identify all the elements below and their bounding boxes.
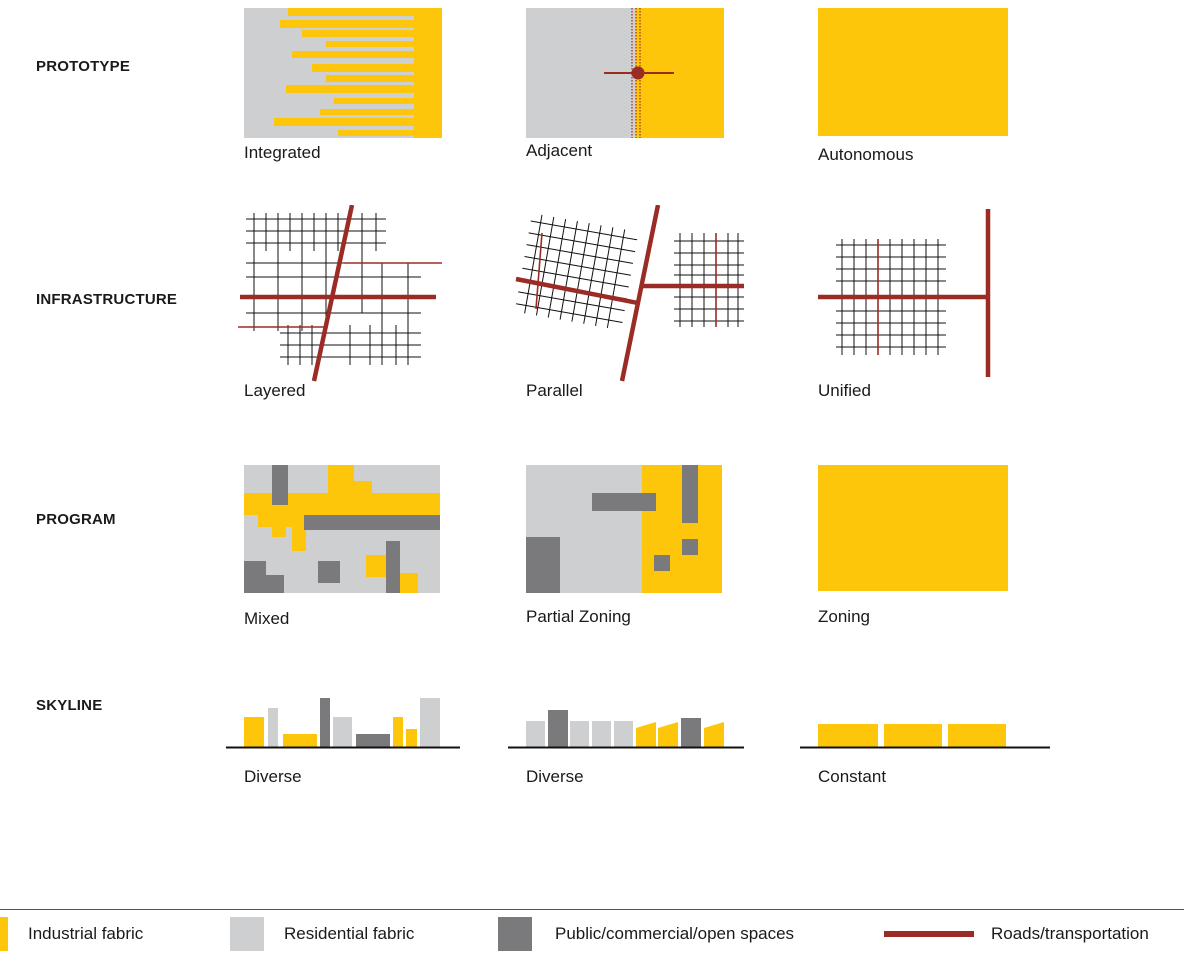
row-label-infrastructure: INFRASTRUCTURE <box>36 291 178 308</box>
public-space <box>682 539 698 555</box>
building <box>283 734 317 747</box>
residential-area <box>244 8 442 138</box>
legend-swatch-roads <box>884 931 974 937</box>
public-space <box>272 465 288 505</box>
row-label-skyline: SKYLINE <box>36 697 103 714</box>
building <box>948 724 1006 747</box>
caption-skyline-2: Diverse <box>526 767 584 786</box>
row-label-prototype: PROTOTYPE <box>36 58 131 75</box>
layered-diagram <box>238 205 442 382</box>
building <box>658 722 678 747</box>
main-road <box>515 276 639 306</box>
building <box>704 722 724 747</box>
industrial-strip <box>280 20 414 28</box>
caption-parallel: Parallel <box>526 381 583 400</box>
caption-mixed: Mixed <box>244 609 290 628</box>
diagonal-road <box>619 205 661 382</box>
building <box>884 724 942 747</box>
legend-label-residential: Residential fabric <box>284 924 415 943</box>
public-space <box>386 541 400 593</box>
building <box>818 724 878 747</box>
industrial-strip <box>334 98 414 104</box>
unified-diagram <box>818 209 991 377</box>
junction-node <box>631 66 645 80</box>
legend-swatch-public <box>498 917 532 951</box>
industrial-area <box>818 8 1008 136</box>
buffer-strip <box>631 8 641 138</box>
industrial-area <box>414 8 442 138</box>
building <box>333 717 352 747</box>
partial-zoning-diagram <box>526 465 722 593</box>
legend-swatch-industrial <box>0 917 8 951</box>
building <box>570 721 589 747</box>
public-space <box>592 493 656 511</box>
caption-unified: Unified <box>818 381 871 400</box>
mixed-diagram <box>244 465 440 593</box>
building <box>592 721 611 747</box>
building <box>614 721 633 747</box>
building <box>320 698 330 747</box>
legend-label-industrial: Industrial fabric <box>28 924 144 943</box>
street-grid <box>674 233 744 327</box>
public-space <box>266 575 284 593</box>
skyline-constant-diagram <box>800 724 1050 749</box>
public-space <box>682 465 698 523</box>
industrial-area <box>818 465 1008 591</box>
legend-label-public: Public/commercial/open spaces <box>555 924 795 943</box>
caption-autonomous: Autonomous <box>818 145 914 164</box>
industrial-strip <box>312 64 414 72</box>
building <box>636 722 656 747</box>
caption-skyline-3: Constant <box>818 767 887 786</box>
industrial-strip <box>326 75 414 82</box>
public-space <box>244 561 266 593</box>
caption-layered: Layered <box>244 381 306 400</box>
industrial-strip <box>292 51 414 58</box>
industrial-strip <box>274 118 414 126</box>
building <box>244 717 264 747</box>
skyline-diverse-zoned-diagram <box>508 710 744 749</box>
caption-integrated: Integrated <box>244 143 321 162</box>
street-grid <box>246 213 421 365</box>
caption-skyline-1: Diverse <box>244 767 302 786</box>
parallel-diagram <box>515 205 744 382</box>
industrial-strip <box>286 85 414 93</box>
industrial-area <box>244 465 440 551</box>
public-space <box>654 555 670 571</box>
row-label-program: PROGRAM <box>36 511 116 528</box>
legend-label-roads: Roads/transportation <box>991 924 1149 943</box>
building <box>406 729 417 747</box>
industrial-strip <box>338 130 414 136</box>
skyline-diverse-diagram <box>226 698 460 749</box>
industrial-strip <box>288 8 414 16</box>
caption-adjacent: Adjacent <box>526 141 593 160</box>
integrated-diagram <box>244 8 442 138</box>
secondary-road <box>535 232 543 310</box>
autonomous-diagram <box>818 8 1008 136</box>
public-space <box>318 561 340 583</box>
building <box>420 698 440 747</box>
industrial-strip <box>302 30 414 37</box>
public-space <box>526 537 560 593</box>
zoning-diagram <box>818 465 1008 591</box>
legend-swatch-residential <box>230 917 264 951</box>
adjacent-diagram <box>526 8 724 138</box>
building <box>681 718 701 747</box>
industrial-strip <box>326 41 414 47</box>
building <box>356 734 390 747</box>
diagonal-road <box>311 205 355 382</box>
industrial-strip <box>320 109 414 115</box>
public-space <box>304 515 440 530</box>
caption-zoning: Zoning <box>818 607 870 626</box>
building <box>526 721 545 747</box>
rotated-street-grid <box>516 214 638 329</box>
legend-divider <box>0 909 1184 910</box>
building <box>268 708 278 747</box>
building <box>393 717 403 747</box>
caption-partial-zoning: Partial Zoning <box>526 607 631 626</box>
building <box>548 710 568 747</box>
